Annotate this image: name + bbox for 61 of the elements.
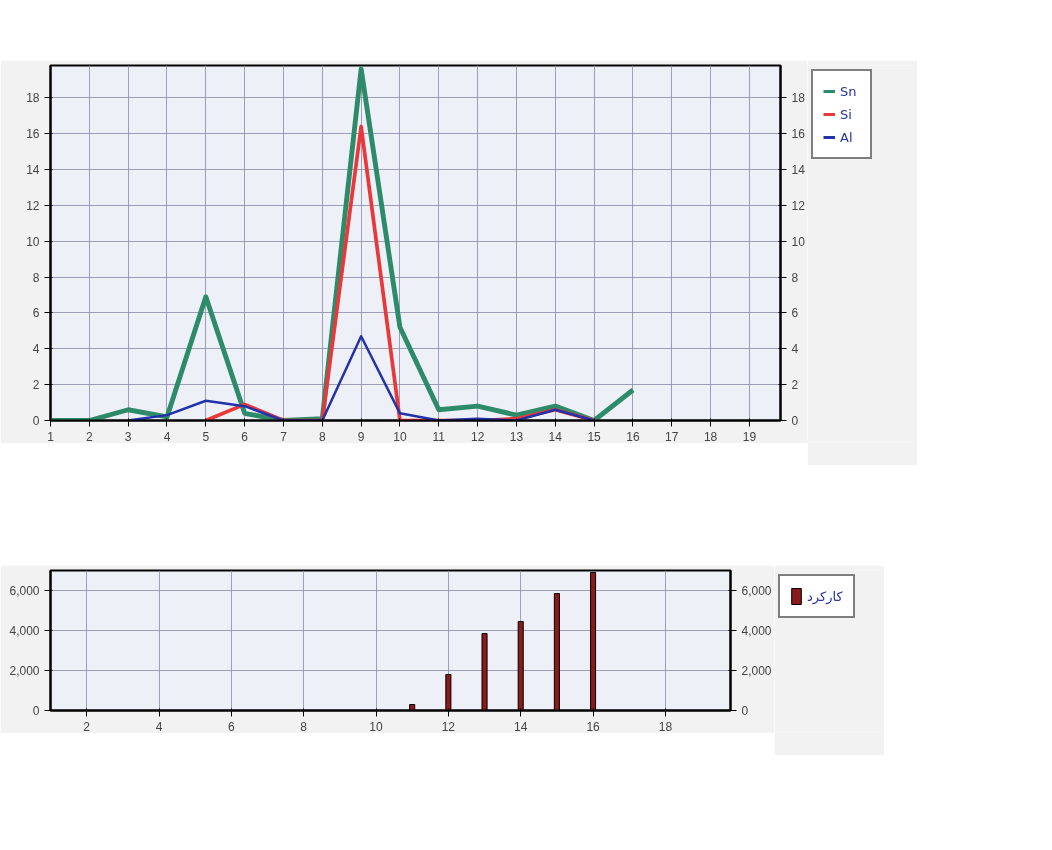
x-tick-label: 14 (514, 719, 528, 734)
y2-tick-label: 0 (791, 414, 799, 428)
x-tick-label: 5 (202, 429, 210, 444)
x-tick-label: 2 (85, 429, 93, 444)
x-tick-label: 18 (703, 429, 718, 444)
y2-tick-label: 0 (741, 704, 749, 718)
legend-label: Si (840, 106, 853, 122)
x-tick-label: 19 (742, 429, 757, 444)
y-tick-label: 4,000 (9, 624, 40, 638)
y2-tick-label: 2,000 (741, 664, 772, 678)
x-tick-label: 15 (587, 429, 602, 444)
y-tick-label: 4 (32, 342, 40, 357)
x-tick-label: 4 (163, 429, 171, 444)
y2-tick-label: 16 (791, 127, 806, 142)
y-tick-label: 2,000 (9, 664, 40, 678)
x-tick-label: 17 (665, 429, 679, 444)
y-tick-label: 10 (26, 234, 40, 249)
y2-tick-label: 6,000 (741, 584, 772, 598)
y-tick-label: 14 (26, 162, 40, 177)
x-tick-label: 8 (300, 719, 308, 734)
x-tick-label: 7 (280, 429, 288, 444)
x-tick-label: 14 (548, 429, 563, 444)
x-tick-label: 11 (432, 429, 446, 444)
legend-label: Sn (840, 83, 858, 99)
x-tick-label: 10 (393, 429, 407, 444)
y2-tick-label: 6 (791, 306, 799, 321)
y2-tick-label: 14 (791, 162, 806, 177)
x-tick-label: 9 (357, 429, 365, 444)
x-tick-label: 16 (586, 719, 601, 734)
y-tick-label: 2 (32, 378, 40, 393)
y-tick-label: 6,000 (9, 584, 40, 598)
legend-label: کارکرد (807, 588, 843, 604)
x-tick-label: 6 (241, 429, 249, 444)
y-tick-label: 16 (26, 127, 40, 142)
y2-tick-label: 12 (791, 198, 806, 213)
y-tick-label: 0 (32, 414, 40, 428)
x-tick-label: 3 (124, 429, 132, 444)
x-tick-label: 12 (441, 719, 456, 734)
x-tick-label: 8 (318, 429, 326, 444)
x-tick-label: 6 (228, 719, 236, 734)
y2-tick-label: 10 (791, 234, 806, 249)
y-tick-label: 0 (32, 704, 40, 718)
x-tick-label: 12 (470, 429, 485, 444)
line-series (126, 334, 596, 421)
y2-tick-label: 2 (791, 378, 799, 393)
x-tick-label: 4 (155, 719, 163, 734)
y-tick-label: 6 (32, 306, 40, 321)
x-tick-label: 1 (47, 429, 55, 444)
x-tick-label: 10 (369, 719, 384, 734)
x-tick-label: 16 (626, 429, 640, 444)
x-tick-label: 13 (509, 429, 524, 444)
y2-tick-label: 8 (791, 270, 799, 285)
y-tick-label: 18 (26, 91, 40, 106)
legend-label: Al (840, 129, 854, 145)
y2-tick-label: 18 (791, 91, 806, 106)
x-tick-label: 2 (83, 719, 91, 734)
y-tick-label: 12 (26, 198, 40, 213)
y2-tick-label: 4,000 (741, 624, 772, 638)
y2-tick-label: 4 (791, 342, 799, 357)
y-tick-label: 8 (32, 270, 40, 285)
x-tick-label: 18 (658, 719, 673, 734)
